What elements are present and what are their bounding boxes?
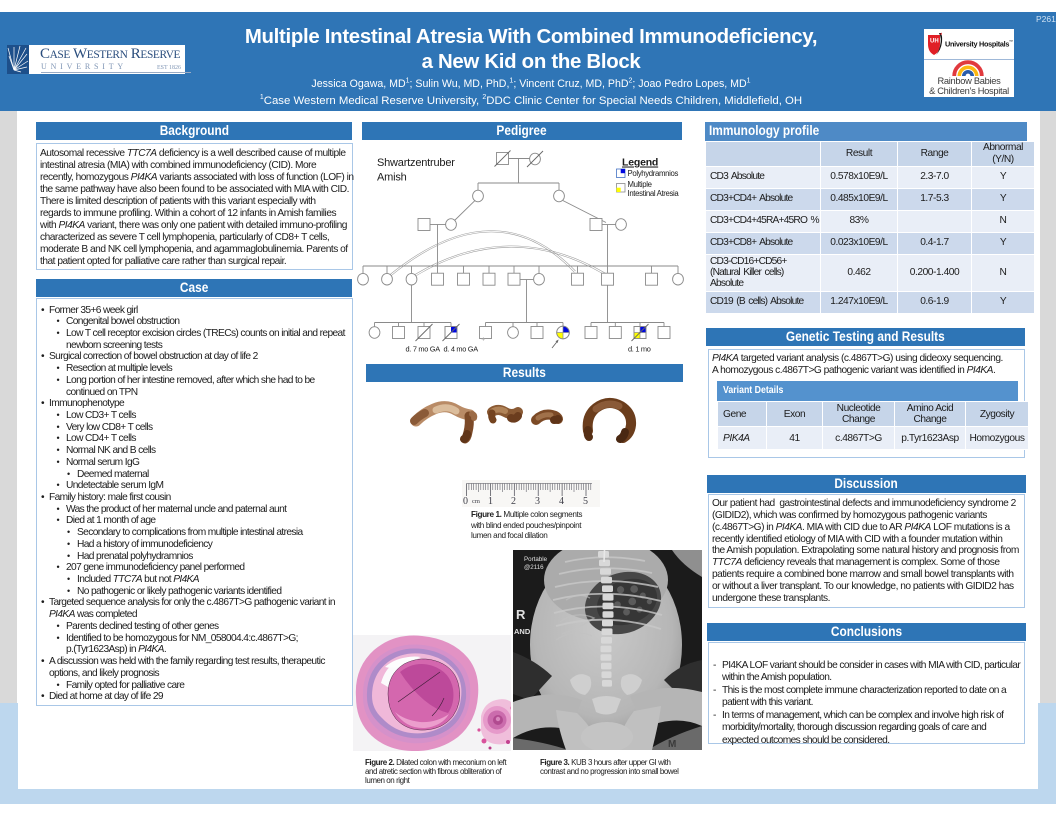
svg-text:Amish: Amish: [377, 172, 407, 184]
svg-text:Legend: Legend: [622, 157, 658, 169]
svg-text:Multiple: Multiple: [628, 180, 652, 189]
svg-text:AND: AND: [514, 627, 531, 636]
svg-text:3: 3: [535, 496, 540, 507]
svg-text:0: 0: [463, 496, 468, 507]
svg-text:cm: cm: [472, 498, 480, 505]
svg-text:UH: UH: [930, 39, 939, 45]
svg-text:Polyhydramnios: Polyhydramnios: [628, 169, 679, 178]
svg-text:Portable: Portable: [524, 556, 548, 563]
svg-text:Shwartzentruber: Shwartzentruber: [377, 157, 455, 169]
svg-text:2: 2: [511, 496, 516, 507]
svg-text:d. 1 mo: d. 1 mo: [628, 345, 651, 354]
svg-text:M: M: [668, 739, 676, 750]
svg-text:d. 7 mo GA: d. 7 mo GA: [406, 345, 441, 354]
svg-text:@2116: @2116: [524, 564, 544, 571]
svg-text:5: 5: [583, 496, 588, 507]
svg-text:Intestinal Atresia: Intestinal Atresia: [628, 189, 680, 198]
svg-text:4: 4: [559, 496, 564, 507]
svg-text:1: 1: [488, 496, 493, 507]
svg-text:d. 4 mo GA: d. 4 mo GA: [444, 345, 479, 354]
svg-text:R: R: [516, 607, 526, 622]
